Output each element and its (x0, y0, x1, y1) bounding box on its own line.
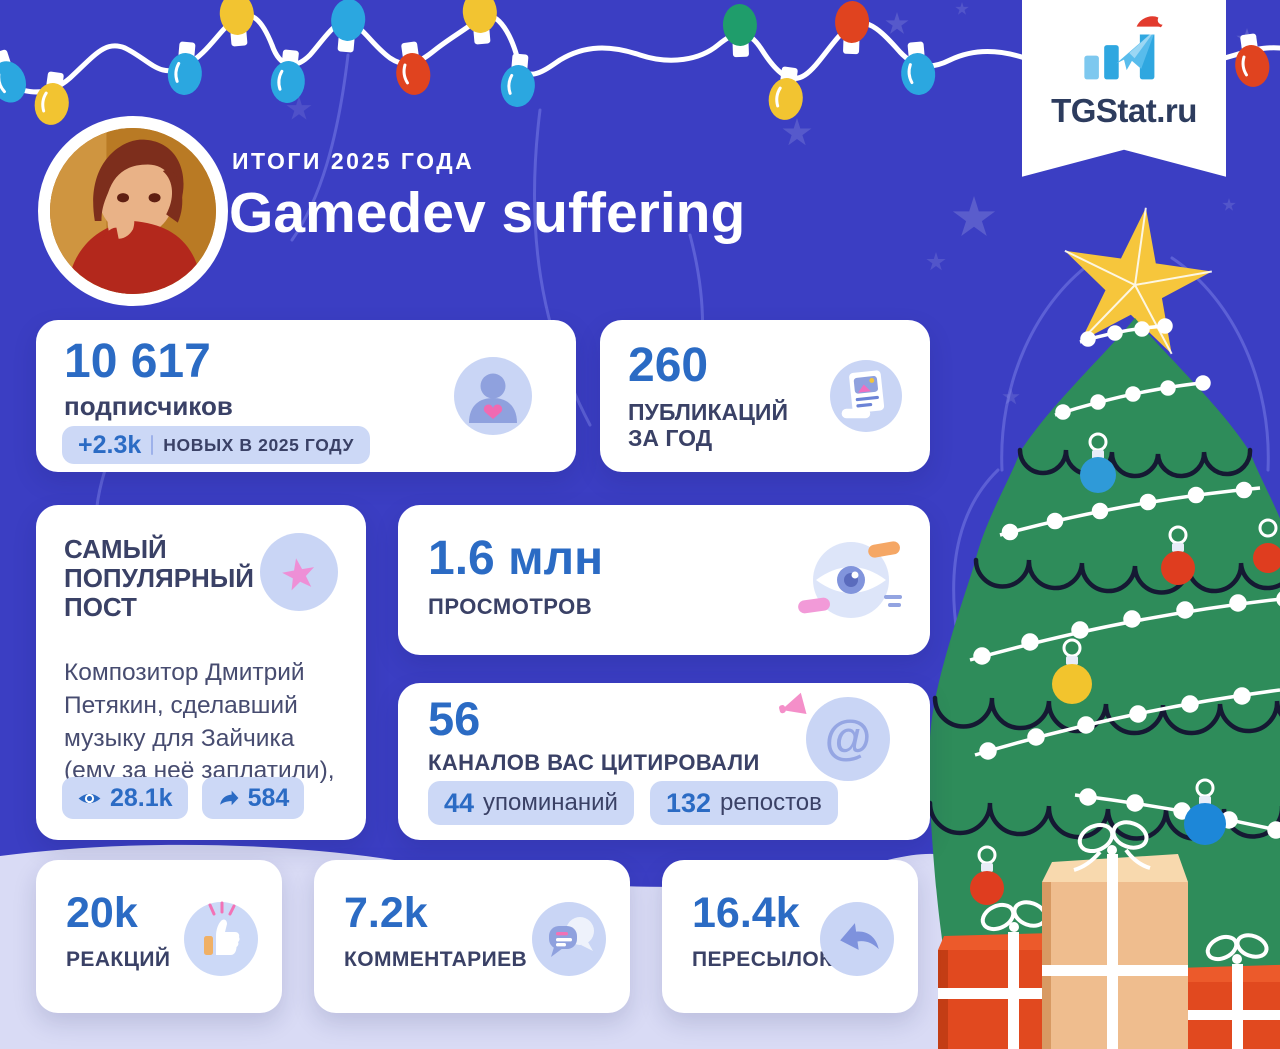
subscribers-value: 10 617 (64, 335, 211, 388)
mentions-value: 44 (444, 787, 475, 818)
subscribers-card: 10 617 подписчиков +2.3k НОВЫХ В 2025 ГО… (36, 320, 576, 472)
mentions-label: упоминаний (483, 789, 618, 816)
citations-icon-circle: @ (806, 697, 890, 781)
santa-hat-icon (1131, 16, 1167, 35)
pink-star-icon (282, 558, 315, 591)
publications-card: 260 ПУБЛИКАЦИЙ ЗА ГОД (600, 320, 930, 472)
channel-avatar (38, 116, 228, 306)
reactions-card: 20k РЕАКЦИЙ (36, 860, 282, 1013)
views-value: 1.6 млн (428, 532, 604, 585)
citations-stats: 44 упоминаний 132 репостов (428, 781, 838, 825)
pill-divider (151, 435, 154, 455)
comments-label: КОММЕНТАРИЕВ (344, 948, 528, 971)
chat-bubbles-icon (549, 917, 594, 957)
tgstat-logo-icon (1084, 16, 1167, 80)
subscribers-growth-pill: +2.3k НОВЫХ В 2025 ГОДУ (62, 426, 370, 464)
forwards-label: ПЕРЕСЫЛОК (692, 948, 833, 971)
tgstat-badge: TGStat.ru (1022, 0, 1226, 177)
top-post-icon-circle (260, 533, 338, 611)
post-views-pill: 28.1k (62, 777, 188, 819)
comments-card: 7.2k КОММЕНТАРИЕВ (314, 860, 630, 1013)
star-shape (286, 96, 312, 120)
share-arrow-icon (219, 790, 238, 805)
avatar-image (50, 128, 216, 294)
star-shape (955, 2, 969, 15)
mentions-pill: 44 упоминаний (428, 781, 634, 825)
forwards-card: 16.4k ПЕРЕСЫЛОК (662, 860, 918, 1013)
post-shares-pill: 584 (201, 777, 305, 819)
megaphone-icon (779, 692, 807, 715)
comments-icon-circle (532, 902, 606, 976)
channel-title: Gamedev suffering (229, 181, 746, 245)
brand-name: TGStat.ru (1051, 92, 1197, 129)
subscribers-label: подписчиков (64, 391, 233, 421)
growth-label: НОВЫХ В 2025 ГОДУ (163, 434, 354, 455)
star-shape (885, 12, 909, 34)
at-symbol-icon: @ (824, 712, 872, 765)
forwards-value: 16.4k (692, 889, 800, 937)
reposts-label: репостов (720, 789, 822, 816)
reply-arrow-icon (840, 923, 879, 950)
top-post-stats: 28.1k 584 (62, 777, 305, 819)
star-shape (1236, 28, 1258, 49)
reactions-icon-circle (184, 901, 258, 976)
reposts-pill: 132 репостов (649, 781, 838, 825)
citations-label: КАНАЛОВ ВАС ЦИТИРОВАЛИ (428, 750, 760, 775)
subscribers-icon-circle (454, 357, 532, 435)
publications-value: 260 (628, 339, 709, 392)
post-shares-value: 584 (247, 783, 290, 812)
forwards-icon-circle (820, 902, 894, 976)
person-heart-icon (469, 373, 517, 423)
year-results-kicker: ИТОГИ 2025 ГОДА (232, 148, 475, 174)
citations-value: 56 (428, 692, 481, 745)
eye-icon (78, 793, 101, 803)
publications-label: ПУБЛИКАЦИЙ ЗА ГОД (628, 399, 788, 451)
tree-star-topper (1064, 207, 1213, 355)
reposts-value: 132 (665, 787, 712, 818)
publications-icon-circle (830, 360, 902, 432)
star-shape (782, 118, 812, 146)
thumbs-up-icon (204, 901, 240, 955)
growth-value: +2.3k (78, 430, 142, 459)
reactions-value: 20k (66, 889, 138, 937)
reactions-label: РЕАКЦИЙ (66, 948, 171, 971)
top-post-heading: САМЫЙ ПОПУЛЯРНЫЙ ПОСТ (64, 534, 254, 623)
citations-card: 56 КАНАЛОВ ВАС ЦИТИРОВАЛИ 44 упоминаний … (398, 683, 930, 840)
post-views-value: 28.1k (110, 783, 173, 812)
document-image-icon (841, 370, 885, 419)
eye-decor-icon (798, 541, 902, 618)
top-post-card: САМЫЙ ПОПУЛЯРНЫЙ ПОСТ Композитор Дмитрий… (36, 505, 366, 840)
views-label: ПРОСМОТРОВ (428, 594, 593, 619)
comments-value: 7.2k (344, 889, 428, 937)
views-card: 1.6 млн ПРОСМОТРОВ (398, 505, 930, 655)
